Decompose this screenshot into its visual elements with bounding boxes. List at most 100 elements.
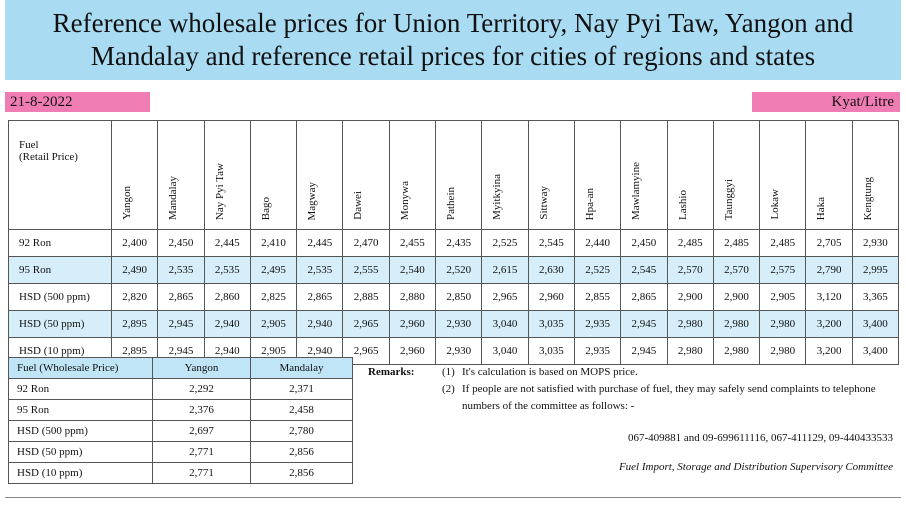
price-cell: 2,525: [573, 256, 622, 284]
row-label: HSD (500 ppm): [8, 420, 153, 442]
remarks-label: Remarks:: [368, 366, 415, 378]
data-row: 95 Ron 2,490 2,535 2,535 2,495 2,535 2,555 2,54…: [8, 256, 900, 284]
data-row: 95 Ron 2,376 2,458: [8, 399, 353, 421]
price-cell: 3,400: [851, 310, 900, 338]
wholesale-table: Fuel (Wholesale Price) Yangon Mandalay 92 R…: [8, 357, 353, 484]
title-line: Reference wholesale prices for Union Ter…: [52, 8, 854, 38]
header-cell: Pathein: [435, 120, 483, 230]
price-cell: 2,545: [620, 256, 668, 284]
price-cell: 2,930: [435, 337, 483, 365]
price-cell: 2,450: [157, 229, 205, 257]
price-cell: 3,120: [805, 283, 853, 311]
price-cell: 2,570: [712, 256, 761, 284]
data-row: HSD (500 ppm) 2,697 2,780: [8, 420, 353, 442]
price-cell: 2,935: [573, 337, 622, 365]
header-cell: Fuel (Wholesale Price): [8, 357, 153, 379]
price-cell: 2,856: [250, 441, 353, 463]
title-line: Mandalay and reference retail prices for…: [90, 41, 816, 71]
price-cell: 2,935: [573, 310, 622, 338]
price-cell: 2,865: [296, 283, 344, 311]
header-text: Mawlamyine: [630, 161, 643, 220]
header-text: Lashio: [676, 190, 689, 220]
header-text: Pathein: [445, 187, 458, 220]
price-cell: 3,400: [851, 337, 900, 365]
retail-table: Fuel (Retail Price) Yangon Mandalay Nay Pyi…: [8, 120, 900, 365]
price-cell: 2,856: [250, 462, 353, 484]
row-label: HSD (50 ppm): [8, 441, 153, 463]
row-label: HSD (50 ppm): [8, 310, 112, 338]
header-text: Taunggyi: [722, 178, 735, 220]
header-cell: Magway: [296, 120, 344, 230]
price-cell: 2,820: [110, 283, 159, 311]
price-cell: 2,900: [712, 283, 761, 311]
data-row: 92 Ron 2,292 2,371: [8, 378, 353, 400]
price-cell: 3,040: [481, 310, 529, 338]
price-cell: 2,940: [203, 310, 251, 338]
remark-number: (1): [442, 366, 455, 378]
header-text: Dawei: [352, 191, 365, 220]
price-cell: 3,040: [481, 337, 529, 365]
price-cell: 2,855: [573, 283, 622, 311]
price-cell: 2,865: [157, 283, 205, 311]
price-cell: 2,535: [203, 256, 251, 284]
remark-number: (2): [442, 383, 455, 395]
price-cell: 2,555: [342, 256, 390, 284]
price-cell: 2,960: [527, 283, 575, 311]
header-cell: Fuel (Retail Price): [8, 120, 112, 230]
remark-text: If people are not satisfied with purchas…: [462, 383, 876, 412]
price-cell: 2,540: [388, 256, 437, 284]
price-cell: 3,035: [527, 337, 575, 365]
header-cell: Dawei: [342, 120, 390, 230]
header-cell: Kengtung: [851, 120, 900, 230]
price-cell: 2,780: [250, 420, 353, 442]
contacts: 067-409881 and 09-699611116, 067-411129,…: [628, 432, 893, 444]
price-cell: 2,697: [152, 420, 251, 442]
price-cell: 2,705: [805, 229, 853, 257]
header-cell: Myitkyina: [481, 120, 529, 230]
price-cell: 2,900: [666, 283, 714, 311]
price-cell: 2,965: [481, 283, 529, 311]
price-cell: 2,445: [203, 229, 251, 257]
header-cell: Mandalay: [157, 120, 205, 230]
price-cell: 2,450: [620, 229, 668, 257]
price-cell: 2,980: [759, 337, 807, 365]
price-cell: 2,535: [157, 256, 205, 284]
header-cell: Bago: [249, 120, 298, 230]
data-row: HSD (50 ppm) 2,771 2,856: [8, 441, 353, 463]
price-cell: 2,545: [527, 229, 575, 257]
header-text: Haka: [815, 196, 828, 220]
price-cell: 2,570: [666, 256, 714, 284]
header-row: Fuel (Retail Price) Yangon Mandalay Nay Pyi…: [8, 120, 900, 230]
header-text: Magway: [306, 181, 319, 221]
header-cell: Mandalay: [250, 357, 353, 379]
header-text: Nay Pyi Taw: [213, 162, 226, 220]
price-cell: 2,945: [157, 310, 205, 338]
price-cell: 2,825: [249, 283, 298, 311]
header-text: Yangon: [121, 186, 133, 220]
price-cell: 2,885: [342, 283, 390, 311]
header-cell: Monywa: [388, 120, 437, 230]
title-banner: Reference wholesale prices for Union Ter…: [5, 0, 901, 80]
price-cell: 2,965: [342, 310, 390, 338]
price-cell: 2,945: [620, 337, 668, 365]
price-cell: 2,880: [388, 283, 437, 311]
price-cell: 2,771: [152, 441, 251, 463]
price-cell: 2,376: [152, 399, 251, 421]
data-row: 92 Ron 2,400 2,450 2,445 2,410 2,445 2,470 2,45…: [8, 229, 900, 257]
price-cell: 2,435: [435, 229, 483, 257]
price-cell: 3,200: [805, 337, 853, 365]
row-label: 95 Ron: [8, 399, 153, 421]
price-cell: 2,945: [620, 310, 668, 338]
header-cell: Lokaw: [759, 120, 807, 230]
header-text: Lokaw: [769, 189, 782, 220]
price-cell: 2,930: [435, 310, 483, 338]
committee: Fuel Import, Storage and Distribution Su…: [618, 461, 893, 473]
header-cell: Hpa-an: [573, 120, 622, 230]
remark-text: It's calculation is based on MOPS price.: [462, 366, 638, 378]
price-cell: 2,520: [435, 256, 483, 284]
price-cell: 3,200: [805, 310, 853, 338]
row-label: HSD (10 ppm): [8, 462, 153, 484]
price-cell: 2,630: [527, 256, 575, 284]
price-cell: 2,575: [759, 256, 807, 284]
header-text: Sittway: [537, 186, 550, 220]
